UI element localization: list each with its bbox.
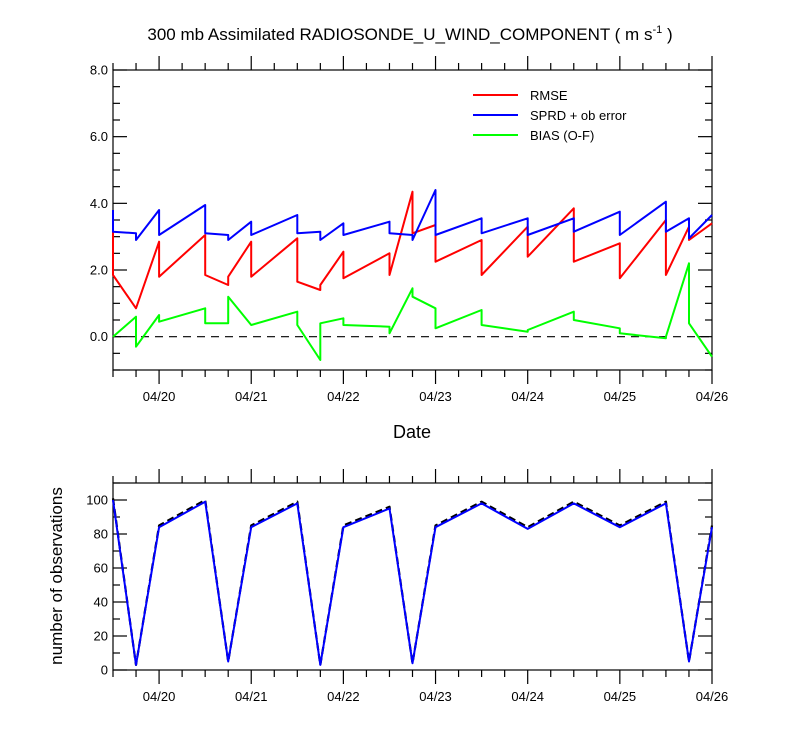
x-tick-label: 04/20 [143,689,176,704]
x-tick-label: 04/20 [143,389,176,404]
y-tick-label: 2.0 [90,263,108,278]
y-tick-label: 6.0 [90,129,108,144]
chart-title: 300 mb Assimilated RADIOSONDE_U_WIND_COM… [147,24,672,44]
series-line-observations-blue- [112,499,713,666]
bottom-plot: 04/20 04/21 04/22 04/23 04/24 04/25 04/26 0 20 40… [86,469,728,704]
y-axis-label-observations: number of observations [47,487,66,665]
chart-title-main: 300 mb Assimilated RADIOSONDE_U_WIND_COM… [147,25,652,44]
y-tick-label: 4.0 [90,196,108,211]
x-tick-label: 04/25 [604,389,637,404]
legend-label: SPRD + ob error [530,108,627,123]
top-plot: 04/20 04/21 04/22 04/23 04/24 04/25 04/26 0.0 2.… [90,56,728,404]
legend-label: BIAS (O-F) [530,128,594,143]
series-line-sprd-ob-error [112,189,713,241]
y-tick-label: 100 [86,493,108,508]
x-tick-label: 04/22 [327,689,360,704]
plot-frame [112,482,713,671]
x-tick-label: 04/21 [235,389,268,404]
y-tick-label: 0 [101,663,108,678]
x-tick-label: 04/26 [696,689,729,704]
x-tick-label: 04/26 [696,389,729,404]
y-tick-label: 8.0 [90,63,108,78]
x-tick-label: 04/23 [419,689,452,704]
y-tick-label: 20 [94,629,108,644]
x-tick-label: 04/25 [604,689,637,704]
y-tick-label: 0.0 [90,329,108,344]
x-axis-label: Date [393,422,431,442]
series-line-observations [111,498,714,667]
x-tick-label: 04/22 [327,389,360,404]
x-tick-label: 04/24 [511,389,544,404]
series-line-rmse [112,190,713,310]
chart-title-end: ) [662,25,672,44]
y-tick-label: 40 [94,595,108,610]
series-line-bias-o-f- [112,262,713,361]
x-tick-label: 04/23 [419,389,452,404]
legend-label: RMSE [530,88,568,103]
x-tick-label: 04/24 [511,689,544,704]
y-tick-label: 60 [94,561,108,576]
chart-title-superscript: -1 [652,24,662,36]
x-tick-label: 04/21 [235,689,268,704]
y-tick-label: 80 [94,527,108,542]
